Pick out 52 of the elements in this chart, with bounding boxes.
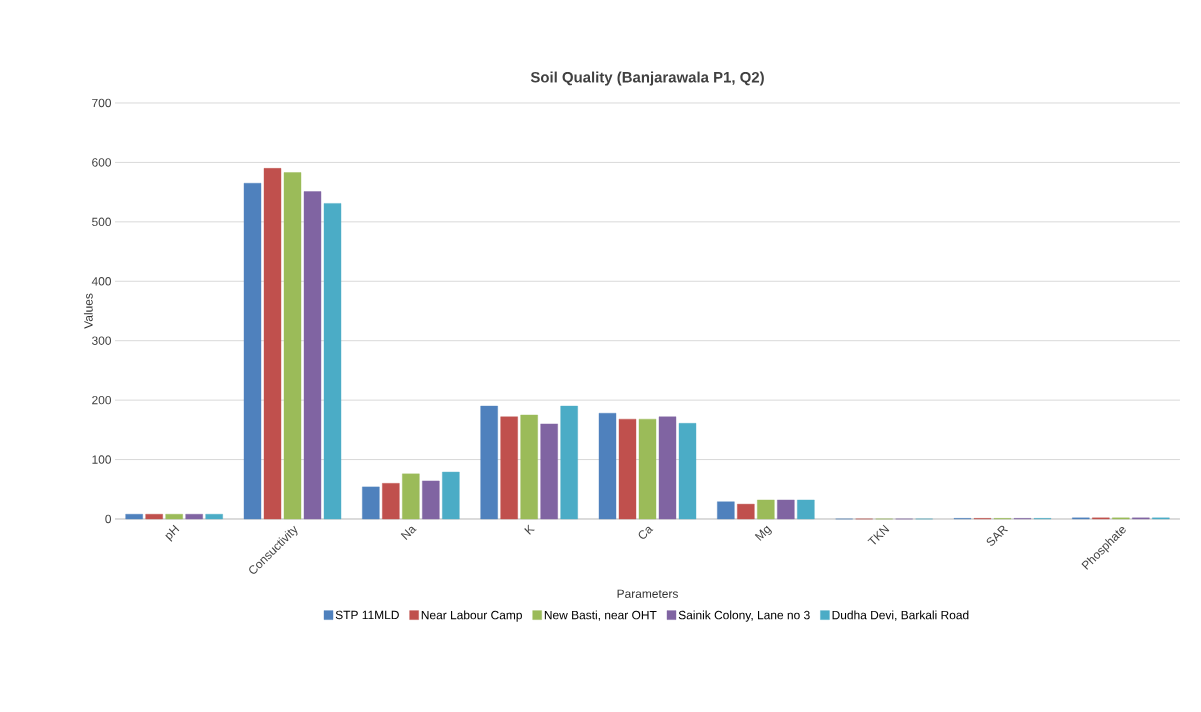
bar [323,203,342,520]
bar [520,414,538,520]
x-tick-label: K [524,524,535,535]
bar [777,499,795,520]
x-tick-label: TKN [867,524,890,545]
bar [303,191,322,520]
legend-label: New Basti, near OHT [544,610,657,621]
bar [757,499,775,520]
y-tick-label: 500 [92,217,112,227]
x-tick-label: pH [165,524,180,542]
bar [382,483,400,520]
bar [402,473,420,520]
bar [362,486,380,520]
legend-label: Near Labour Camp [421,610,522,622]
bar [678,423,697,520]
legend-label: Sainik Colony, Lane no 3 [678,610,810,622]
bar [638,418,657,520]
bar [658,416,677,520]
bar [500,416,518,520]
bar [145,514,163,520]
y-axis-title: Values [83,293,93,329]
bar [205,514,223,520]
bar [717,501,735,520]
bar [165,514,183,520]
bar [480,405,498,520]
x-tick-label: Na [400,526,417,540]
bar [797,499,815,520]
y-tick-label: 0 [105,514,112,524]
legend-label: Dudha Devi, Barkali Road [832,610,969,621]
bar [125,514,143,520]
y-tick-label: 700 [92,98,112,108]
bar [442,471,460,520]
legend-label: STP 11MLD [335,610,399,620]
bar [737,503,755,520]
y-tick-label: 600 [92,158,112,167]
y-tick-label: 300 [92,336,112,345]
bar [185,514,203,520]
x-axis-title: Parameters [617,589,678,598]
x-tick-label: Mg [754,525,772,541]
bar [243,183,262,520]
y-tick-label: 100 [92,455,112,464]
y-tick-label: 200 [92,395,112,405]
bar [618,418,637,520]
chart-title: Soil Quality (Banjarawala P1, Q2) [530,71,764,86]
x-tick-label: Ca [638,526,654,539]
bar [598,413,617,520]
bar [540,423,558,520]
bar [263,168,282,520]
bar [283,172,302,520]
y-tick-label: 400 [91,277,112,286]
bar [422,480,440,520]
bar [560,405,578,520]
